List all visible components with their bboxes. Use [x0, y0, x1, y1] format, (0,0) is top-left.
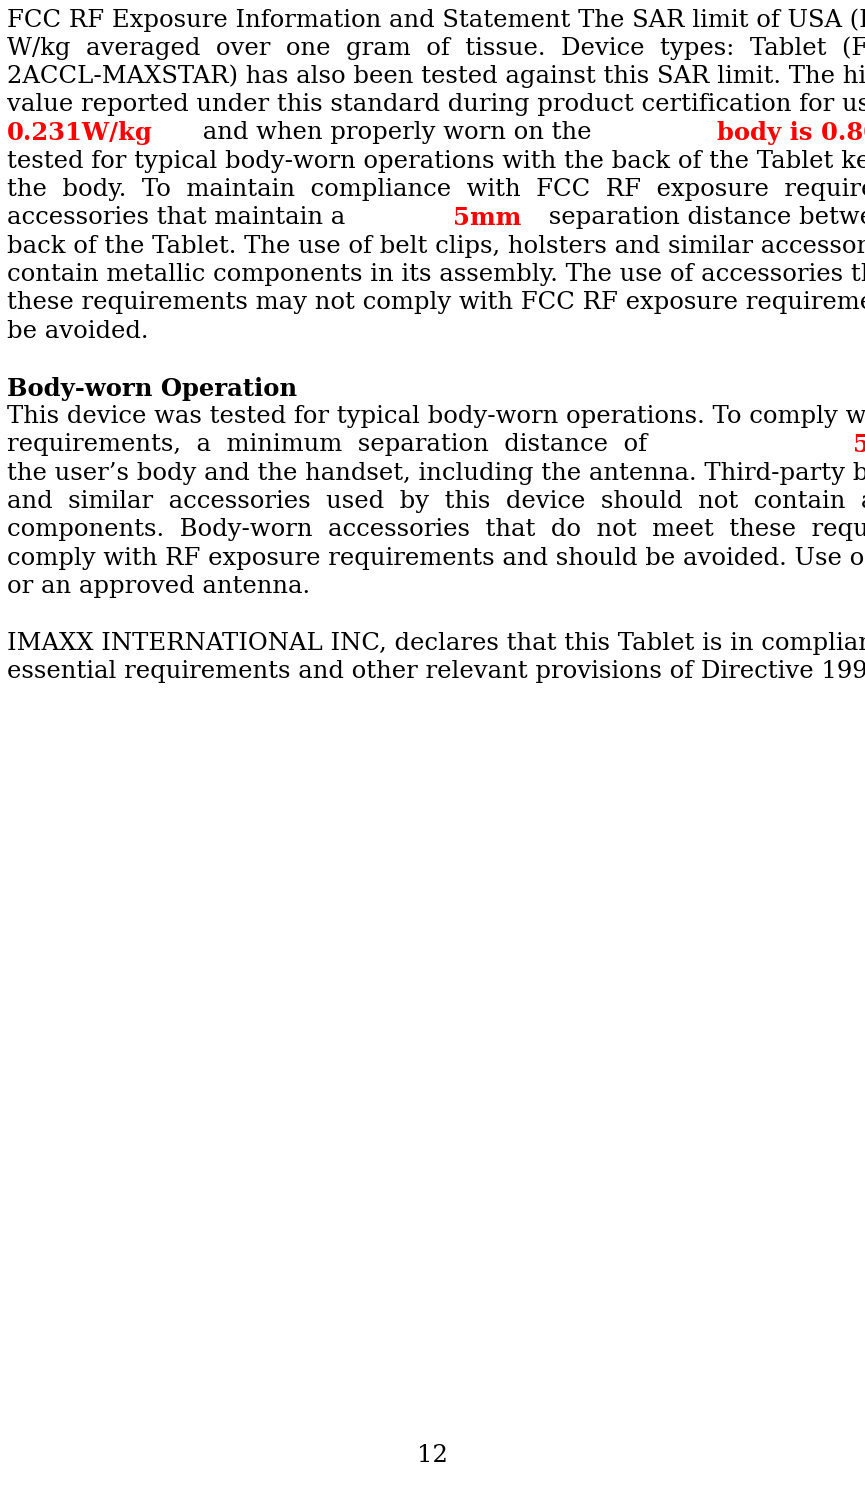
Text: and  similar  accessories  used  by  this  device  should  not  contain  any  me: and similar accessories used by this dev… — [7, 490, 865, 512]
Text: requirements,  a  minimum  separation  distance  of: requirements, a minimum separation dista… — [7, 433, 663, 456]
Text: separation distance between the user's body and the: separation distance between the user's b… — [541, 207, 865, 229]
Text: be avoided.: be avoided. — [7, 320, 149, 342]
Text: and when properly worn on the: and when properly worn on the — [195, 122, 599, 144]
Text: body is 0.805W/kg: body is 0.805W/kg — [717, 122, 865, 146]
Text: these requirements may not comply with FCC RF exposure requirements, and should: these requirements may not comply with F… — [7, 292, 865, 314]
Text: the  body.  To  maintain  compliance  with  FCC  RF  exposure  requirements,  us: the body. To maintain compliance with FC… — [7, 179, 865, 201]
Text: 5mm: 5mm — [453, 207, 522, 231]
Text: 2ACCL-MAXSTAR) has also been tested against this SAR limit. The highest SAR: 2ACCL-MAXSTAR) has also been tested agai… — [7, 64, 865, 88]
Text: back of the Tablet. The use of belt clips, holsters and similar accessories shou: back of the Tablet. The use of belt clip… — [7, 235, 865, 258]
Text: 5mm: 5mm — [853, 433, 865, 457]
Text: or an approved antenna.: or an approved antenna. — [7, 575, 310, 599]
Text: 12: 12 — [417, 1444, 448, 1467]
Text: Body-worn Operation: Body-worn Operation — [7, 377, 297, 401]
Text: components.  Body-worn  accessories  that  do  not  meet  these  requirements  m: components. Body-worn accessories that d… — [7, 518, 865, 542]
Text: 0.231W/kg: 0.231W/kg — [7, 122, 153, 146]
Text: the user’s body and the handset, including the antenna. Third-party belt-clips, : the user’s body and the handset, includi… — [7, 462, 865, 484]
Text: IMAXX INTERNATIONAL INC, declares that this Tablet is in compliance with the: IMAXX INTERNATIONAL INC, declares that t… — [7, 631, 865, 655]
Text: FCC RF Exposure Information and Statement The SAR limit of USA (FCC) is 1.6: FCC RF Exposure Information and Statemen… — [7, 7, 865, 31]
Text: This device was tested for typical body-worn operations. To comply with RF expos: This device was tested for typical body-… — [7, 405, 865, 427]
Text: comply with RF exposure requirements and should be avoided. Use only the supplie: comply with RF exposure requirements and… — [7, 546, 865, 570]
Text: accessories that maintain a: accessories that maintain a — [7, 207, 353, 229]
Text: contain metallic components in its assembly. The use of accessories that do not : contain metallic components in its assem… — [7, 264, 865, 286]
Text: essential requirements and other relevant provisions of Directive 1999/5/EC.: essential requirements and other relevan… — [7, 660, 865, 683]
Text: value reported under this standard during product certification for use at the: value reported under this standard durin… — [7, 92, 865, 116]
Text: W/kg  averaged  over  one  gram  of  tissue.  Device  types:  Tablet  (FCC  ID:: W/kg averaged over one gram of tissue. D… — [7, 36, 865, 60]
Text: tested for typical body-worn operations with the back of the Tablet kept: tested for typical body-worn operations … — [7, 150, 865, 173]
